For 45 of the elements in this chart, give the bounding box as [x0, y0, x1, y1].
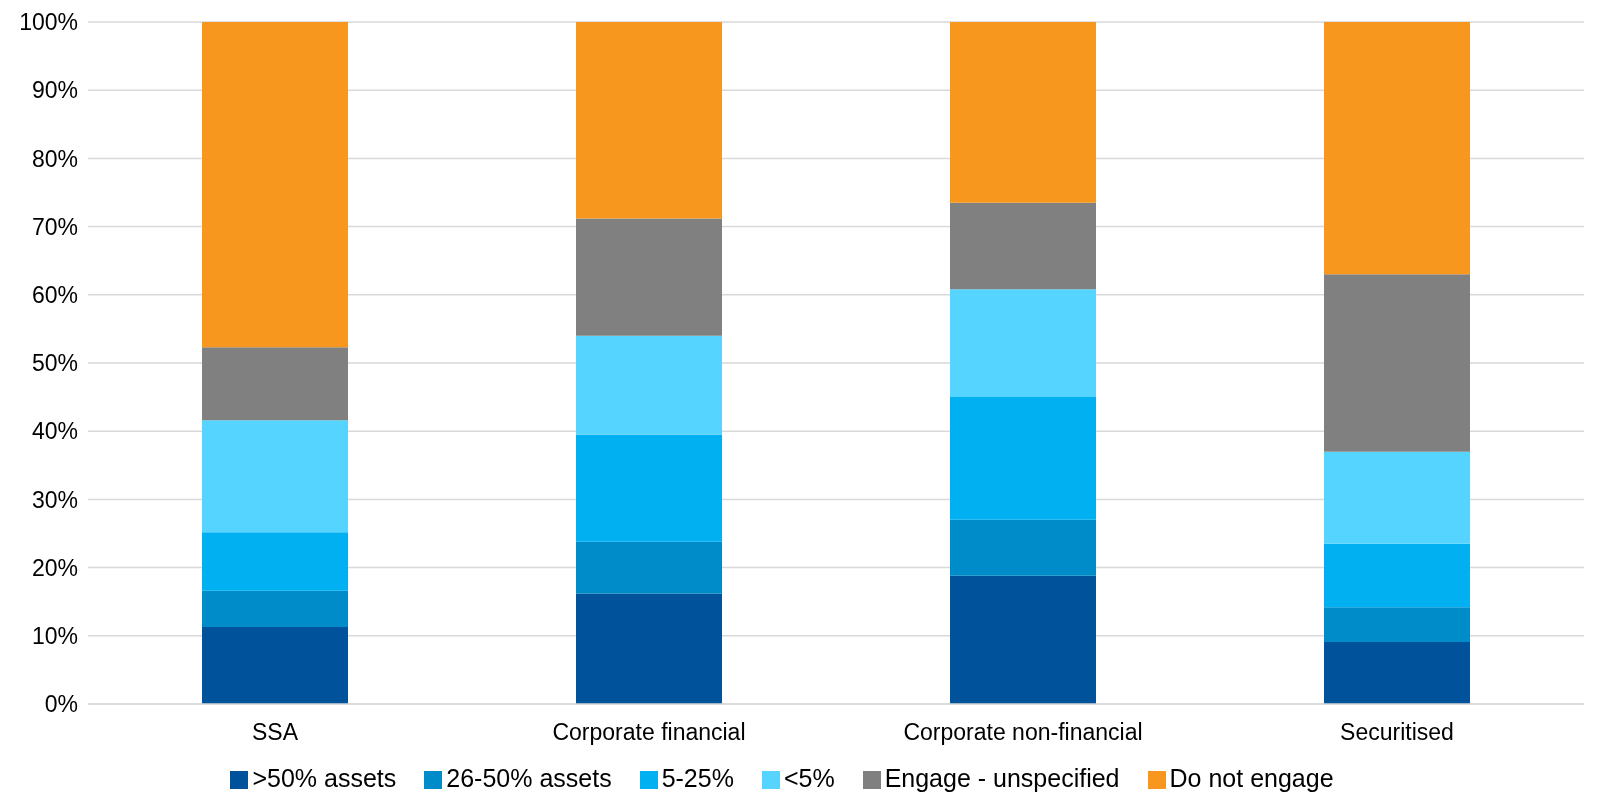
- y-tick-label: 10%: [31, 622, 78, 649]
- bar: [1324, 274, 1470, 452]
- legend-label: <5%: [783, 764, 835, 792]
- legend-label: >50% assets: [252, 764, 397, 792]
- bar: [1324, 22, 1470, 275]
- bar: [202, 420, 348, 533]
- legend-label: Engage - unspecified: [884, 764, 1120, 792]
- bar: [950, 575, 1096, 704]
- y-tick-label: 40%: [31, 418, 78, 445]
- bar: [1324, 641, 1470, 704]
- y-tick-label: 20%: [31, 554, 78, 581]
- bar: [202, 590, 348, 627]
- y-tick-label: 70%: [31, 213, 78, 240]
- bar: [576, 218, 722, 336]
- y-tick-label: 60%: [31, 281, 78, 308]
- y-tick-label: 50%: [31, 350, 78, 377]
- y-tick-label: 80%: [31, 145, 78, 172]
- x-tick-label: SSA: [251, 719, 299, 746]
- y-tick-label: 30%: [31, 486, 78, 513]
- bar: [202, 347, 348, 421]
- y-tick-label: 90%: [31, 77, 78, 104]
- bar: [950, 289, 1096, 398]
- bar: [576, 541, 722, 594]
- legend-label: 5-25%: [661, 764, 734, 792]
- bar: [950, 202, 1096, 290]
- bar: [1324, 451, 1470, 544]
- y-tick-label: 100%: [19, 9, 78, 36]
- bar: [1324, 607, 1470, 642]
- bar: [576, 434, 722, 542]
- legend-label: Do not engage: [1169, 764, 1334, 792]
- bar: [950, 22, 1096, 203]
- y-tick-label: 0%: [44, 691, 78, 718]
- bar: [1324, 543, 1470, 608]
- x-tick-label: Corporate financial: [552, 719, 746, 746]
- legend-label: 26-50% assets: [446, 764, 612, 792]
- x-tick-label: Securitised: [1340, 719, 1454, 746]
- bar: [576, 22, 722, 219]
- bar: [202, 532, 348, 591]
- bar: [576, 593, 722, 704]
- bar: [950, 519, 1096, 576]
- bar: [950, 397, 1096, 520]
- x-tick-label: Corporate non-financial: [903, 719, 1143, 746]
- bar: [576, 335, 722, 435]
- bar: [202, 22, 348, 348]
- bar: [202, 626, 348, 704]
